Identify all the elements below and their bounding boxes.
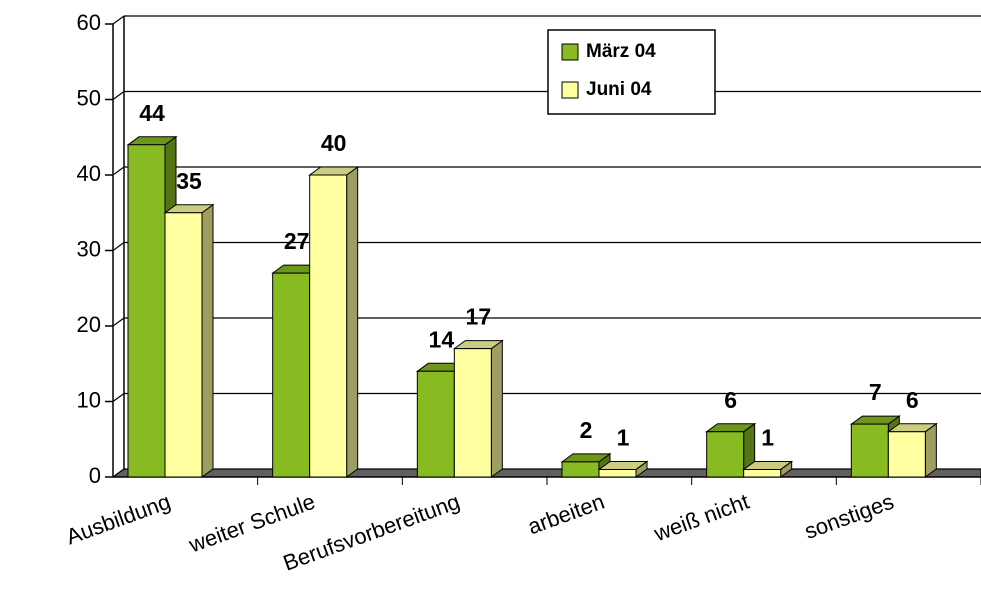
bar — [886, 422, 938, 478]
legend-swatch — [561, 81, 579, 99]
x-tick-label: Ausbildung — [63, 489, 174, 550]
bar-front — [887, 431, 926, 478]
bar-front — [561, 461, 600, 478]
legend-swatch — [561, 43, 579, 61]
y-tick-label: 40 — [77, 161, 101, 186]
wall-edge — [112, 242, 125, 251]
y-tick-label: 60 — [77, 10, 101, 35]
bar-front — [309, 174, 348, 478]
x-tick-label: sonstiges — [801, 489, 897, 544]
y-tick-label: 30 — [77, 236, 101, 261]
bar — [452, 339, 504, 478]
value-label: 14 — [429, 326, 455, 352]
value-label: 27 — [284, 228, 310, 254]
wall-edge — [112, 166, 125, 176]
floor — [111, 468, 981, 478]
wall-edge — [112, 468, 125, 478]
bar-side — [490, 339, 503, 478]
bar-front — [743, 468, 782, 478]
value-label: 44 — [139, 100, 165, 126]
value-label: 17 — [466, 304, 492, 330]
bar-front — [706, 431, 745, 478]
wall-edge — [112, 317, 125, 327]
bar-side — [346, 166, 359, 478]
y-tick-label: 0 — [89, 463, 101, 488]
wall-edge — [112, 91, 125, 100]
bar — [308, 166, 360, 478]
value-label: 2 — [580, 417, 593, 443]
bar-front — [850, 423, 889, 478]
value-label: 6 — [906, 387, 919, 413]
wall-edge — [112, 15, 125, 25]
bar-front — [164, 212, 203, 478]
bar — [163, 203, 215, 478]
bar-front — [272, 272, 311, 478]
x-tick-label: weiß nicht — [650, 489, 753, 547]
bar — [597, 460, 649, 478]
y-tick-label: 10 — [77, 387, 101, 412]
wall-edge — [112, 393, 125, 402]
y-tick-label: 20 — [77, 312, 101, 337]
bar — [742, 460, 794, 478]
bar-side — [201, 203, 214, 478]
value-label: 6 — [724, 387, 737, 413]
value-label: 35 — [176, 168, 202, 194]
value-label: 7 — [869, 379, 882, 405]
bar-front — [598, 468, 637, 478]
value-label: 1 — [761, 425, 774, 451]
bar-front — [453, 348, 492, 478]
bar-front — [127, 144, 166, 478]
legend-label: Juni 04 — [586, 79, 652, 100]
bar-side — [924, 422, 937, 478]
y-tick-label: 50 — [77, 85, 101, 110]
bar-front — [416, 370, 455, 478]
legend-label: März 04 — [586, 41, 656, 62]
value-label: 1 — [617, 425, 630, 451]
x-tick-label: arbeiten — [524, 489, 607, 540]
value-label: 40 — [321, 130, 347, 156]
